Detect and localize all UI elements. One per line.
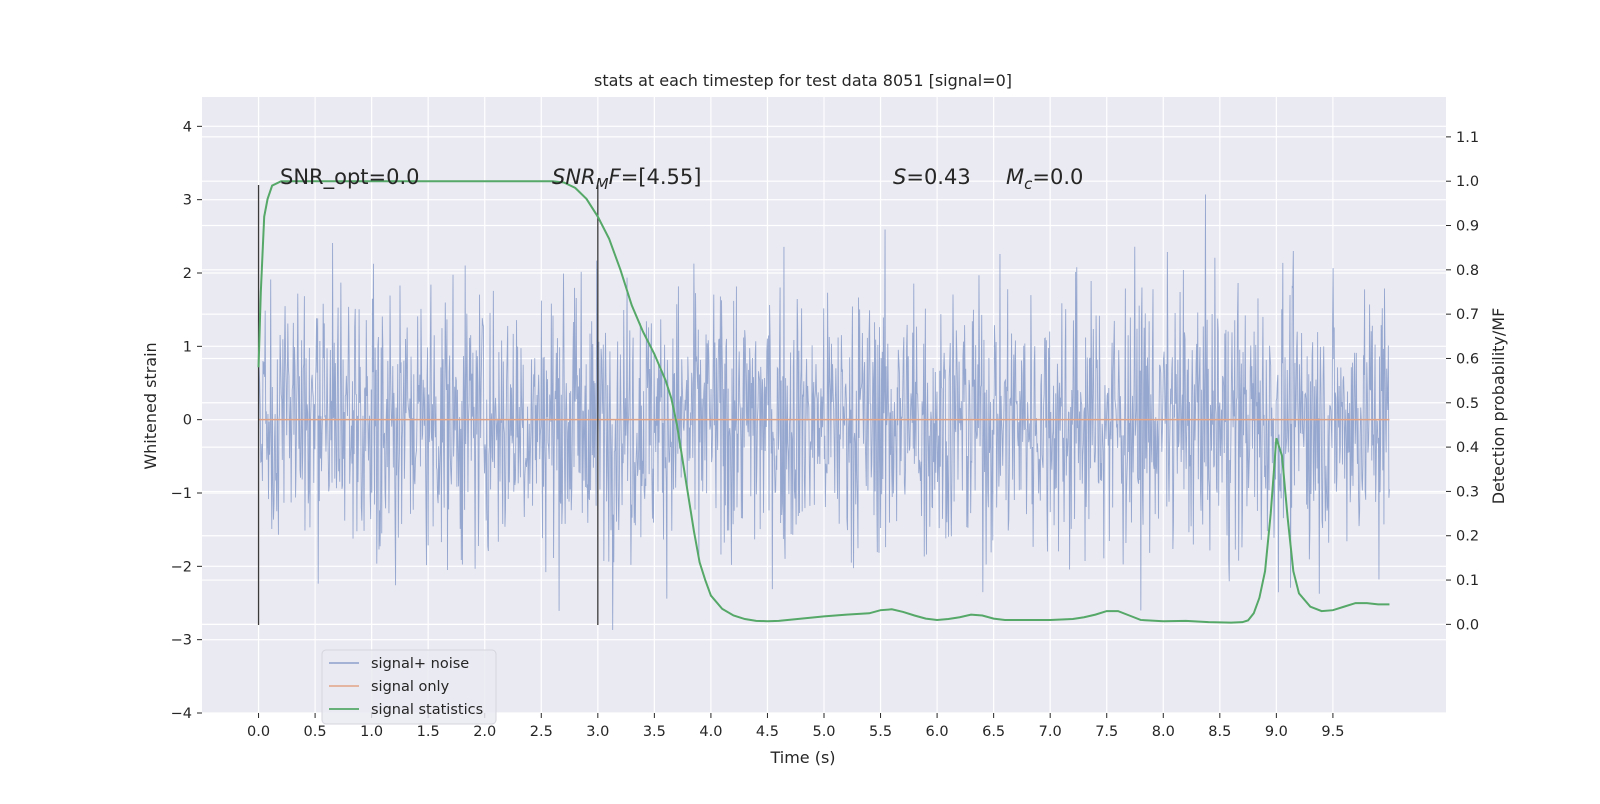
signal-statistics-line — [257, 180, 1390, 624]
y-tick-label-1: −3 — [171, 633, 192, 649]
annotation-snr-mf-value: =[4.55] — [621, 165, 702, 189]
annotation-snr-mf: SNRMF=[4.55] — [552, 165, 701, 193]
annotation-snr-mf-suffix: F — [609, 165, 622, 189]
x-tick-label-12: 6.0 — [926, 724, 949, 740]
x-tick-label-6: 3.0 — [586, 724, 609, 740]
x-tick-label-8: 4.0 — [699, 724, 722, 740]
x-tick-label-2: 1.0 — [360, 724, 383, 740]
x-axis-label: Time (s) — [769, 748, 835, 767]
legend-label-signal-only: signal only — [371, 679, 450, 695]
x-tick-label-14: 7.0 — [1039, 724, 1062, 740]
annotation-snr-mf-base: SNR — [552, 165, 596, 189]
annotation-s-stat: S=0.43 — [893, 165, 971, 189]
annotations: SNR_opt=0.0 SNRMF=[4.55] S=0.43 Mc=0.0 — [280, 165, 1083, 193]
x-tick-label-4: 2.0 — [473, 724, 496, 740]
series-signal-statistics — [257, 180, 1390, 624]
legend: signal+ noise signal only signal statist… — [321, 649, 497, 725]
legend-box — [321, 649, 497, 725]
y-right-tick-label-2: 0.2 — [1456, 529, 1479, 545]
y-right-tick-label-8: 0.8 — [1456, 263, 1479, 279]
y-axis-label: Whitened strain — [141, 342, 160, 469]
annotation-s-value: =0.43 — [906, 165, 970, 189]
annotation-snr-opt: SNR_opt=0.0 — [280, 165, 420, 190]
y-tick-label-3: −1 — [171, 486, 192, 502]
tick-labels: 0.0 0.5 1.0 1.5 2.0 2.5 3.0 3.5 4.0 4.5 5.0 5.5 6.0 6… — [171, 119, 1479, 740]
y-tick-label-5: 1 — [183, 339, 192, 355]
x-tick-label-5: 2.5 — [530, 724, 553, 740]
x-tick-label-11: 5.5 — [869, 724, 892, 740]
x-tick-label-3: 1.5 — [417, 724, 440, 740]
y-tick-label-0: −4 — [171, 706, 192, 722]
y-tick-label-4: 0 — [183, 413, 192, 429]
signal-noise-line — [258, 194, 1390, 630]
y-right-tick-label-4: 0.4 — [1456, 440, 1479, 456]
x-tick-label-9: 4.5 — [756, 724, 779, 740]
x-tick-label-19: 9.5 — [1321, 724, 1344, 740]
y-right-tick-label-9: 0.9 — [1456, 219, 1479, 235]
x-tick-label-15: 7.5 — [1095, 724, 1118, 740]
y-axis-right-label: Detection probability/MF — [1489, 308, 1508, 505]
x-tick-label-1: 0.5 — [304, 724, 327, 740]
x-tick-label-18: 9.0 — [1265, 724, 1288, 740]
y-right-tick-label-1: 0.1 — [1456, 573, 1479, 589]
y-right-tick-label-6: 0.6 — [1456, 351, 1479, 367]
x-tick-label-17: 8.5 — [1208, 724, 1231, 740]
x-tick-label-16: 8.0 — [1152, 724, 1175, 740]
y-tick-label-2: −2 — [171, 559, 192, 575]
x-tick-label-13: 6.5 — [982, 724, 1005, 740]
y-right-tick-label-11: 1.1 — [1456, 130, 1479, 146]
marker-lines — [257, 185, 599, 625]
legend-label-signal-statistics: signal statistics — [371, 702, 483, 718]
y-right-tick-label-3: 0.3 — [1456, 484, 1479, 500]
x-tick-label-7: 3.5 — [643, 724, 666, 740]
y-right-tick-label-10: 1.0 — [1456, 174, 1479, 190]
x-tick-label-0: 0.0 — [247, 724, 270, 740]
chart-title: stats at each timestep for test data 805… — [594, 71, 1012, 90]
y-right-tick-label-7: 0.7 — [1456, 307, 1479, 323]
x-tick-label-10: 5.0 — [812, 724, 835, 740]
annotation-mc-base: M — [1006, 165, 1024, 189]
y-right-tick-label-5: 0.5 — [1456, 396, 1479, 412]
series-signal-noise — [258, 194, 1390, 630]
y-tick-label-6: 2 — [183, 266, 192, 282]
legend-label-signal-noise: signal+ noise — [371, 656, 469, 672]
annotation-mc-sub: c — [1024, 175, 1033, 193]
annotation-s-symbol: S — [893, 165, 906, 189]
y-right-tick-label-0: 0.0 — [1456, 617, 1479, 633]
y-tick-label-8: 4 — [183, 119, 192, 135]
annotation-mc: Mc=0.0 — [1006, 165, 1083, 193]
y-tick-label-7: 3 — [183, 193, 192, 209]
annotation-snr-mf-sub: M — [596, 175, 609, 193]
annotation-mc-value: =0.0 — [1032, 165, 1083, 189]
